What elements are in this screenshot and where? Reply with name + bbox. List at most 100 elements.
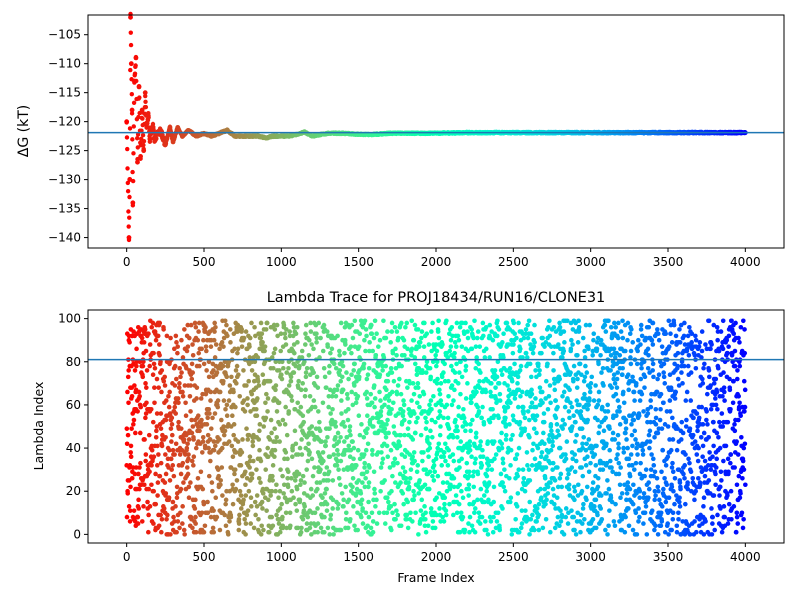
- bottom-data-point: [544, 454, 549, 460]
- bottom-data-point: [564, 439, 570, 444]
- bottom-data-point: [341, 439, 347, 444]
- bottom-data-point: [236, 516, 242, 522]
- bottom-data-point: [336, 439, 342, 444]
- bottom-data-point: [321, 322, 327, 328]
- top-y-tick-label: −110: [48, 57, 81, 71]
- bottom-data-point: [464, 422, 469, 427]
- bottom-data-point: [455, 381, 461, 386]
- bottom-data-point: [243, 482, 248, 488]
- bottom-data-point: [441, 370, 446, 375]
- bottom-data-point: [477, 344, 483, 349]
- bottom-data-point: [126, 504, 132, 509]
- bottom-data-point: [293, 501, 298, 507]
- bottom-data-point: [557, 445, 563, 451]
- bottom-data-point: [350, 475, 356, 481]
- bottom-data-point: [485, 439, 491, 444]
- bottom-data-point: [436, 335, 442, 341]
- bottom-data-point: [225, 333, 230, 339]
- bottom-data-point: [230, 482, 235, 488]
- bottom-data-point: [534, 430, 539, 436]
- bottom-data-point: [205, 499, 210, 505]
- bottom-data-point: [485, 532, 491, 537]
- bottom-data-point: [467, 443, 473, 449]
- bottom-data-point: [276, 495, 281, 500]
- bottom-data-point: [491, 484, 497, 490]
- bottom-data-point: [398, 523, 404, 529]
- bottom-data-point: [497, 527, 503, 533]
- bottom-data-point: [476, 361, 481, 367]
- bottom-data-point: [274, 434, 279, 440]
- bottom-data-point: [566, 482, 572, 488]
- top-x-tick-label: 3000: [575, 255, 606, 269]
- bottom-data-point: [296, 471, 302, 477]
- top-x-tick-label: 2500: [498, 255, 529, 269]
- bottom-data-point: [338, 434, 343, 440]
- bottom-data-point: [489, 381, 494, 386]
- bottom-data-point: [187, 393, 193, 399]
- bottom-data-point: [537, 460, 542, 466]
- bottom-data-point: [337, 353, 342, 358]
- bottom-data-point: [158, 411, 164, 416]
- bottom-data-point: [228, 514, 234, 520]
- bottom-data-point: [206, 374, 212, 380]
- bottom-data-point: [237, 488, 243, 494]
- bottom-data-point: [257, 428, 262, 434]
- bottom-data-point: [318, 335, 323, 341]
- bottom-data-point: [222, 428, 228, 434]
- bottom-data-point: [502, 467, 507, 472]
- bottom-data-point: [166, 404, 172, 410]
- bottom-data-point: [168, 532, 173, 537]
- bottom-data-point: [401, 337, 407, 343]
- bottom-data-point: [277, 529, 283, 535]
- bottom-data-point: [528, 516, 534, 522]
- bottom-data-point: [204, 422, 210, 427]
- bottom-data-point: [211, 337, 217, 343]
- top-x-tick-label: 1500: [343, 255, 374, 269]
- bottom-data-point: [315, 385, 321, 390]
- bottom-data-point: [355, 393, 361, 399]
- bottom-data-point: [558, 471, 564, 477]
- top-data-point: [141, 138, 147, 144]
- bottom-data-point: [434, 348, 440, 354]
- bottom-data-point: [196, 329, 201, 334]
- bottom-data-point: [300, 413, 306, 419]
- bottom-data-point: [182, 532, 187, 537]
- bottom-data-point: [488, 389, 493, 395]
- bottom-data-point: [294, 324, 300, 330]
- bottom-data-point: [526, 318, 532, 324]
- bottom-data-point: [143, 381, 148, 386]
- bottom-data-point: [386, 398, 392, 403]
- bottom-data-point: [155, 480, 161, 485]
- bottom-data-point: [320, 348, 326, 354]
- top-data-point: [128, 14, 133, 20]
- bottom-data-point: [378, 398, 383, 403]
- bottom-data-point: [285, 484, 291, 490]
- bottom-data-point: [379, 460, 385, 466]
- bottom-data-point: [400, 465, 406, 470]
- bottom-data-point: [126, 368, 131, 373]
- bottom-data-point: [136, 497, 141, 503]
- bottom-data-point: [446, 447, 451, 453]
- bottom-data-point: [388, 365, 394, 371]
- bottom-data-point: [176, 400, 181, 406]
- bottom-data-point: [191, 463, 196, 468]
- top-y-ticks: −105−110−115−120−125−130−135−140: [48, 28, 88, 245]
- bottom-data-point: [309, 424, 315, 429]
- bottom-data-point: [352, 361, 357, 367]
- bottom-data-point: [184, 465, 190, 470]
- bottom-data-point: [330, 478, 336, 483]
- bottom-data-point: [362, 337, 367, 343]
- bottom-data-point: [522, 488, 528, 494]
- top-data-point: [162, 142, 168, 148]
- top-data-point: [124, 119, 130, 125]
- bottom-data-point: [327, 454, 333, 460]
- bottom-data-point: [400, 413, 406, 419]
- top-data-points: [124, 11, 748, 243]
- bottom-data-point: [238, 506, 244, 511]
- bottom-data-point: [529, 463, 535, 468]
- top-y-axis-label: ΔG (kT): [16, 105, 32, 157]
- bottom-data-point: [135, 521, 141, 526]
- bottom-data-point: [362, 460, 367, 466]
- bottom-data-point: [196, 350, 202, 356]
- bottom-data-point: [245, 396, 250, 401]
